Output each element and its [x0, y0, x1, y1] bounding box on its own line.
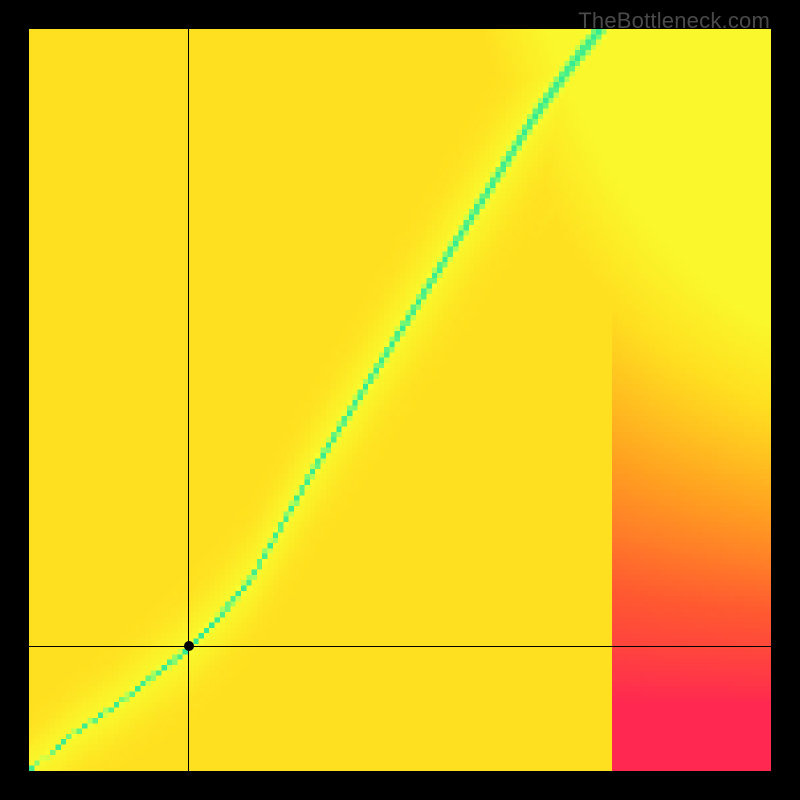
crosshair-horizontal: [29, 646, 771, 647]
crosshair-vertical: [188, 29, 189, 771]
marker-point: [184, 641, 194, 651]
watermark-text: TheBottleneck.com: [578, 8, 770, 34]
chart-container: TheBottleneck.com: [0, 0, 800, 800]
heatmap-canvas: [29, 29, 771, 771]
